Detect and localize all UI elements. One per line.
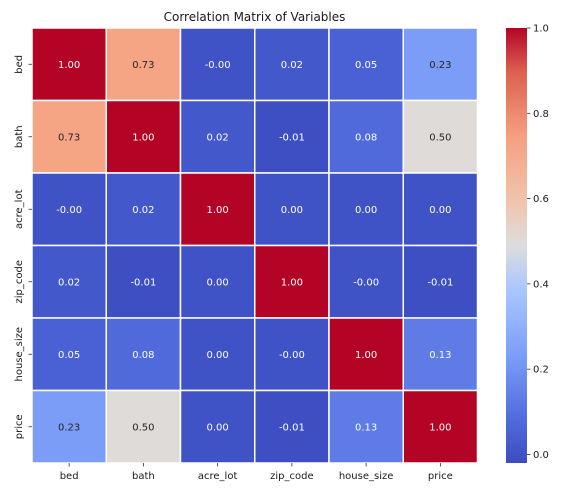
cell-value-label: -0.00 <box>279 350 305 361</box>
cell-value-label: -0.01 <box>279 132 305 143</box>
x-tick-label-acre_lot: acre_lot <box>198 471 238 482</box>
cell-value-label: 0.13 <box>429 350 451 361</box>
heatmap-cell-zip_code-zip_code <box>254 244 330 319</box>
colorbar-tick-label: 0.0 <box>533 450 549 461</box>
cell-value-label: 1.00 <box>58 60 80 71</box>
heatmap-cells <box>31 27 479 464</box>
cell-value-label: 0.02 <box>206 132 228 143</box>
heatmap-cell-house_size-price <box>402 317 479 392</box>
y-tick-label-bath: bath <box>14 125 25 148</box>
heatmap-cell-zip_code-acre_lot <box>179 244 256 319</box>
cell-value-label: 0.23 <box>58 422 80 433</box>
cell-value-label: 0.73 <box>58 132 80 143</box>
cell-value-label: 0.23 <box>429 60 451 71</box>
cell-value-label: 0.08 <box>355 132 377 143</box>
x-tick-label-bed: bed <box>60 471 79 482</box>
colorbar-tick-label: 0.2 <box>533 365 549 376</box>
colorbar: 0.0 0.2 0.4 0.6 0.8 1.0 <box>506 24 549 463</box>
cell-value-label: 0.00 <box>206 277 228 288</box>
y-tick-label-zip_code: zip_code <box>14 260 25 304</box>
colorbar-gradient <box>506 28 527 463</box>
heatmap-cell-zip_code-bath <box>105 244 182 319</box>
chart-title: Correlation Matrix of Variables <box>164 10 346 24</box>
heatmap-cell-bath-zip_code <box>254 99 330 174</box>
cell-value-label: 0.02 <box>281 60 303 71</box>
colorbar-tick-label: 1.0 <box>533 24 549 35</box>
cell-value-label: -0.00 <box>353 277 379 288</box>
cell-value-label: -0.01 <box>279 422 305 433</box>
cell-value-label: 0.02 <box>58 277 80 288</box>
heatmap-cell-house_size-house_size <box>328 317 404 392</box>
cell-value-label: -0.00 <box>205 60 231 71</box>
heatmap-cell-house_size-acre_lot <box>179 317 256 392</box>
x-tick-label-house_size: house_size <box>339 471 394 482</box>
y-tick-label-house_size: house_size <box>14 327 25 382</box>
heatmap-cell-bed-bath <box>105 27 182 102</box>
y-tick-label-price: price <box>14 414 25 439</box>
cell-value-label: 0.05 <box>355 60 377 71</box>
cell-value-label: -0.01 <box>130 277 156 288</box>
x-axis-ticks: bed bath acre_lot zip_code house_size price <box>60 463 453 482</box>
heatmap-cell-house_size-zip_code <box>254 317 330 392</box>
heatmap-cell-zip_code-house_size <box>328 244 404 319</box>
colorbar-tick-label: 0.6 <box>533 194 549 205</box>
heatmap-cell-zip_code-price <box>402 244 479 319</box>
heatmap-cell-bed-price <box>402 27 479 102</box>
cell-value-label: 1.00 <box>132 132 154 143</box>
cell-value-label: 0.13 <box>355 422 377 433</box>
colorbar-tick-label: 0.4 <box>533 279 549 290</box>
cell-value-label: 1.00 <box>281 277 303 288</box>
heatmap-cell-price-bed <box>31 389 107 464</box>
cell-value-label: 1.00 <box>206 205 228 216</box>
heatmap-cell-acre_lot-zip_code <box>254 172 330 247</box>
heatmap-cell-acre_lot-price <box>402 172 479 247</box>
cell-value-label: 0.00 <box>281 205 303 216</box>
heatmap-cell-bath-price <box>402 99 479 174</box>
heatmap-cell-price-price <box>402 389 479 464</box>
cell-value-label: 0.50 <box>429 132 451 143</box>
heatmap-cell-zip_code-bed <box>31 244 107 319</box>
cell-value-label: 0.00 <box>355 205 377 216</box>
heatmap-cell-acre_lot-bath <box>105 172 182 247</box>
cell-value-label: 0.05 <box>58 350 80 361</box>
x-tick-label-bath: bath <box>132 471 155 482</box>
cell-value-label: 0.73 <box>132 60 154 71</box>
y-tick-label-acre_lot: acre_lot <box>14 189 25 229</box>
cell-value-label: -0.01 <box>427 277 453 288</box>
cell-value-label: 0.00 <box>206 350 228 361</box>
cell-value-label: 0.02 <box>132 205 154 216</box>
heatmap-value-labels: 1.00 0.73 -0.00 0.02 0.05 0.23 0.73 1.00 0.02 -0.… <box>56 60 453 434</box>
cell-value-label: 0.08 <box>132 350 154 361</box>
cell-value-label: 1.00 <box>355 350 377 361</box>
cell-value-label: 0.50 <box>132 422 154 433</box>
cell-value-label: 0.00 <box>206 422 228 433</box>
heatmap-cell-bed-bed <box>31 27 107 102</box>
heatmap-cell-bed-acre_lot <box>179 27 256 102</box>
y-tick-label-bed: bed <box>14 55 25 74</box>
heatmap-cell-acre_lot-house_size <box>328 172 404 247</box>
colorbar-tick-label: 0.8 <box>533 109 549 120</box>
x-tick-label-price: price <box>428 471 453 482</box>
cell-value-label: 1.00 <box>429 422 451 433</box>
heatmap-cell-bath-bath <box>105 99 182 174</box>
x-tick-label-zip_code: zip_code <box>270 471 314 482</box>
cell-value-label: 0.00 <box>429 205 451 216</box>
cell-value-label: -0.00 <box>56 205 82 216</box>
